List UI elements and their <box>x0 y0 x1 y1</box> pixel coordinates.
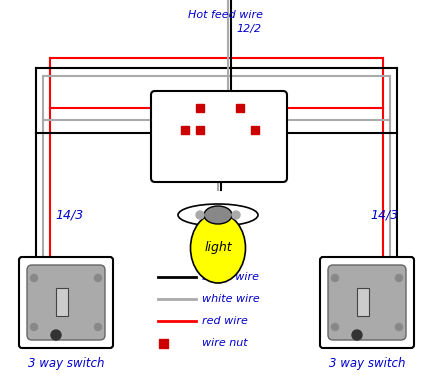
Ellipse shape <box>191 213 246 283</box>
Bar <box>251 126 259 134</box>
Text: 3 way switch: 3 way switch <box>28 357 104 370</box>
Circle shape <box>232 211 240 219</box>
Text: Hot feed wire: Hot feed wire <box>188 10 264 20</box>
Text: 14/3: 14/3 <box>55 208 83 221</box>
Bar <box>181 126 189 134</box>
Circle shape <box>352 330 362 340</box>
Bar <box>196 126 204 134</box>
Circle shape <box>30 324 38 330</box>
Bar <box>159 339 168 348</box>
Ellipse shape <box>204 206 232 224</box>
Circle shape <box>51 330 61 340</box>
Circle shape <box>395 274 403 282</box>
Text: 14/3: 14/3 <box>370 208 398 221</box>
Text: light: light <box>204 241 232 255</box>
Circle shape <box>94 274 101 282</box>
Circle shape <box>395 324 403 330</box>
Circle shape <box>332 274 339 282</box>
FancyBboxPatch shape <box>320 257 414 348</box>
Text: wire nut: wire nut <box>202 338 248 348</box>
Bar <box>236 104 244 112</box>
Text: 3 way switch: 3 way switch <box>329 357 405 370</box>
Text: black wire: black wire <box>202 272 259 282</box>
Circle shape <box>30 274 38 282</box>
Circle shape <box>332 324 339 330</box>
FancyBboxPatch shape <box>27 265 105 340</box>
Text: red wire: red wire <box>202 316 248 326</box>
Ellipse shape <box>178 204 258 226</box>
Circle shape <box>94 324 101 330</box>
Bar <box>357 288 369 316</box>
FancyBboxPatch shape <box>151 91 287 182</box>
Circle shape <box>196 211 204 219</box>
FancyBboxPatch shape <box>19 257 113 348</box>
Text: 12/2: 12/2 <box>236 24 261 34</box>
Text: white wire: white wire <box>202 294 260 304</box>
Bar <box>196 104 204 112</box>
FancyBboxPatch shape <box>328 265 406 340</box>
Bar <box>56 288 68 316</box>
